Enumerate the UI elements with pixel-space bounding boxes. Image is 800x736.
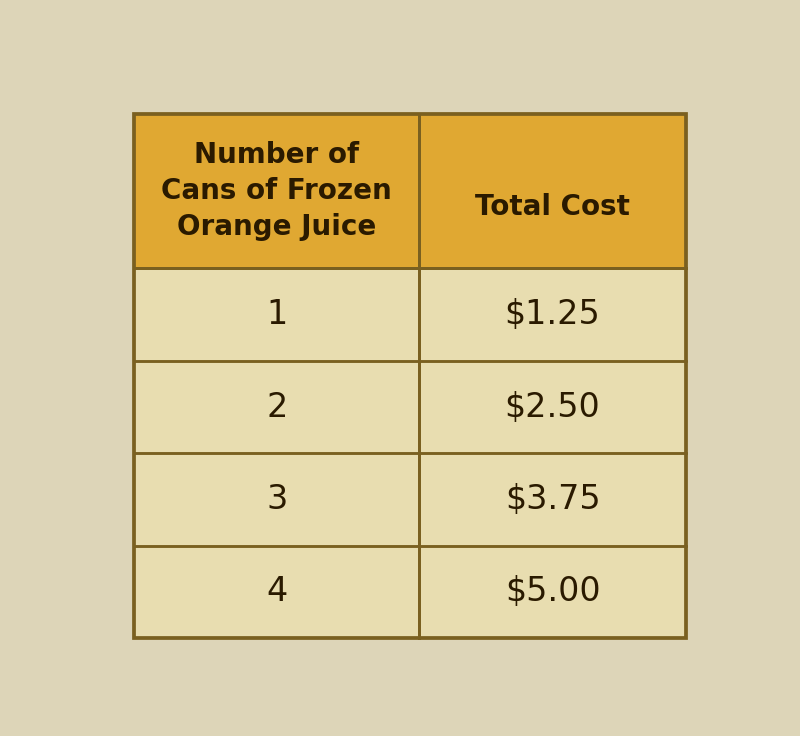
Bar: [134, 114, 419, 269]
Bar: [419, 453, 686, 545]
Bar: [419, 545, 686, 638]
Bar: [134, 361, 419, 453]
Bar: [134, 269, 419, 361]
Bar: [419, 269, 686, 361]
Text: 3: 3: [266, 483, 287, 516]
Bar: [419, 361, 686, 453]
Text: Total Cost: Total Cost: [475, 193, 630, 221]
Bar: [134, 453, 419, 545]
Text: 4: 4: [266, 576, 287, 609]
Text: $2.50: $2.50: [505, 391, 601, 423]
Text: 1: 1: [266, 298, 287, 331]
Text: $1.25: $1.25: [505, 298, 601, 331]
Text: $3.75: $3.75: [505, 483, 601, 516]
Text: 2: 2: [266, 391, 287, 423]
Text: Number of
Cans of Frozen
Orange Juice: Number of Cans of Frozen Orange Juice: [162, 141, 392, 241]
Bar: [134, 114, 686, 638]
Text: $5.00: $5.00: [505, 576, 601, 609]
Bar: [134, 545, 419, 638]
Bar: [419, 114, 686, 269]
